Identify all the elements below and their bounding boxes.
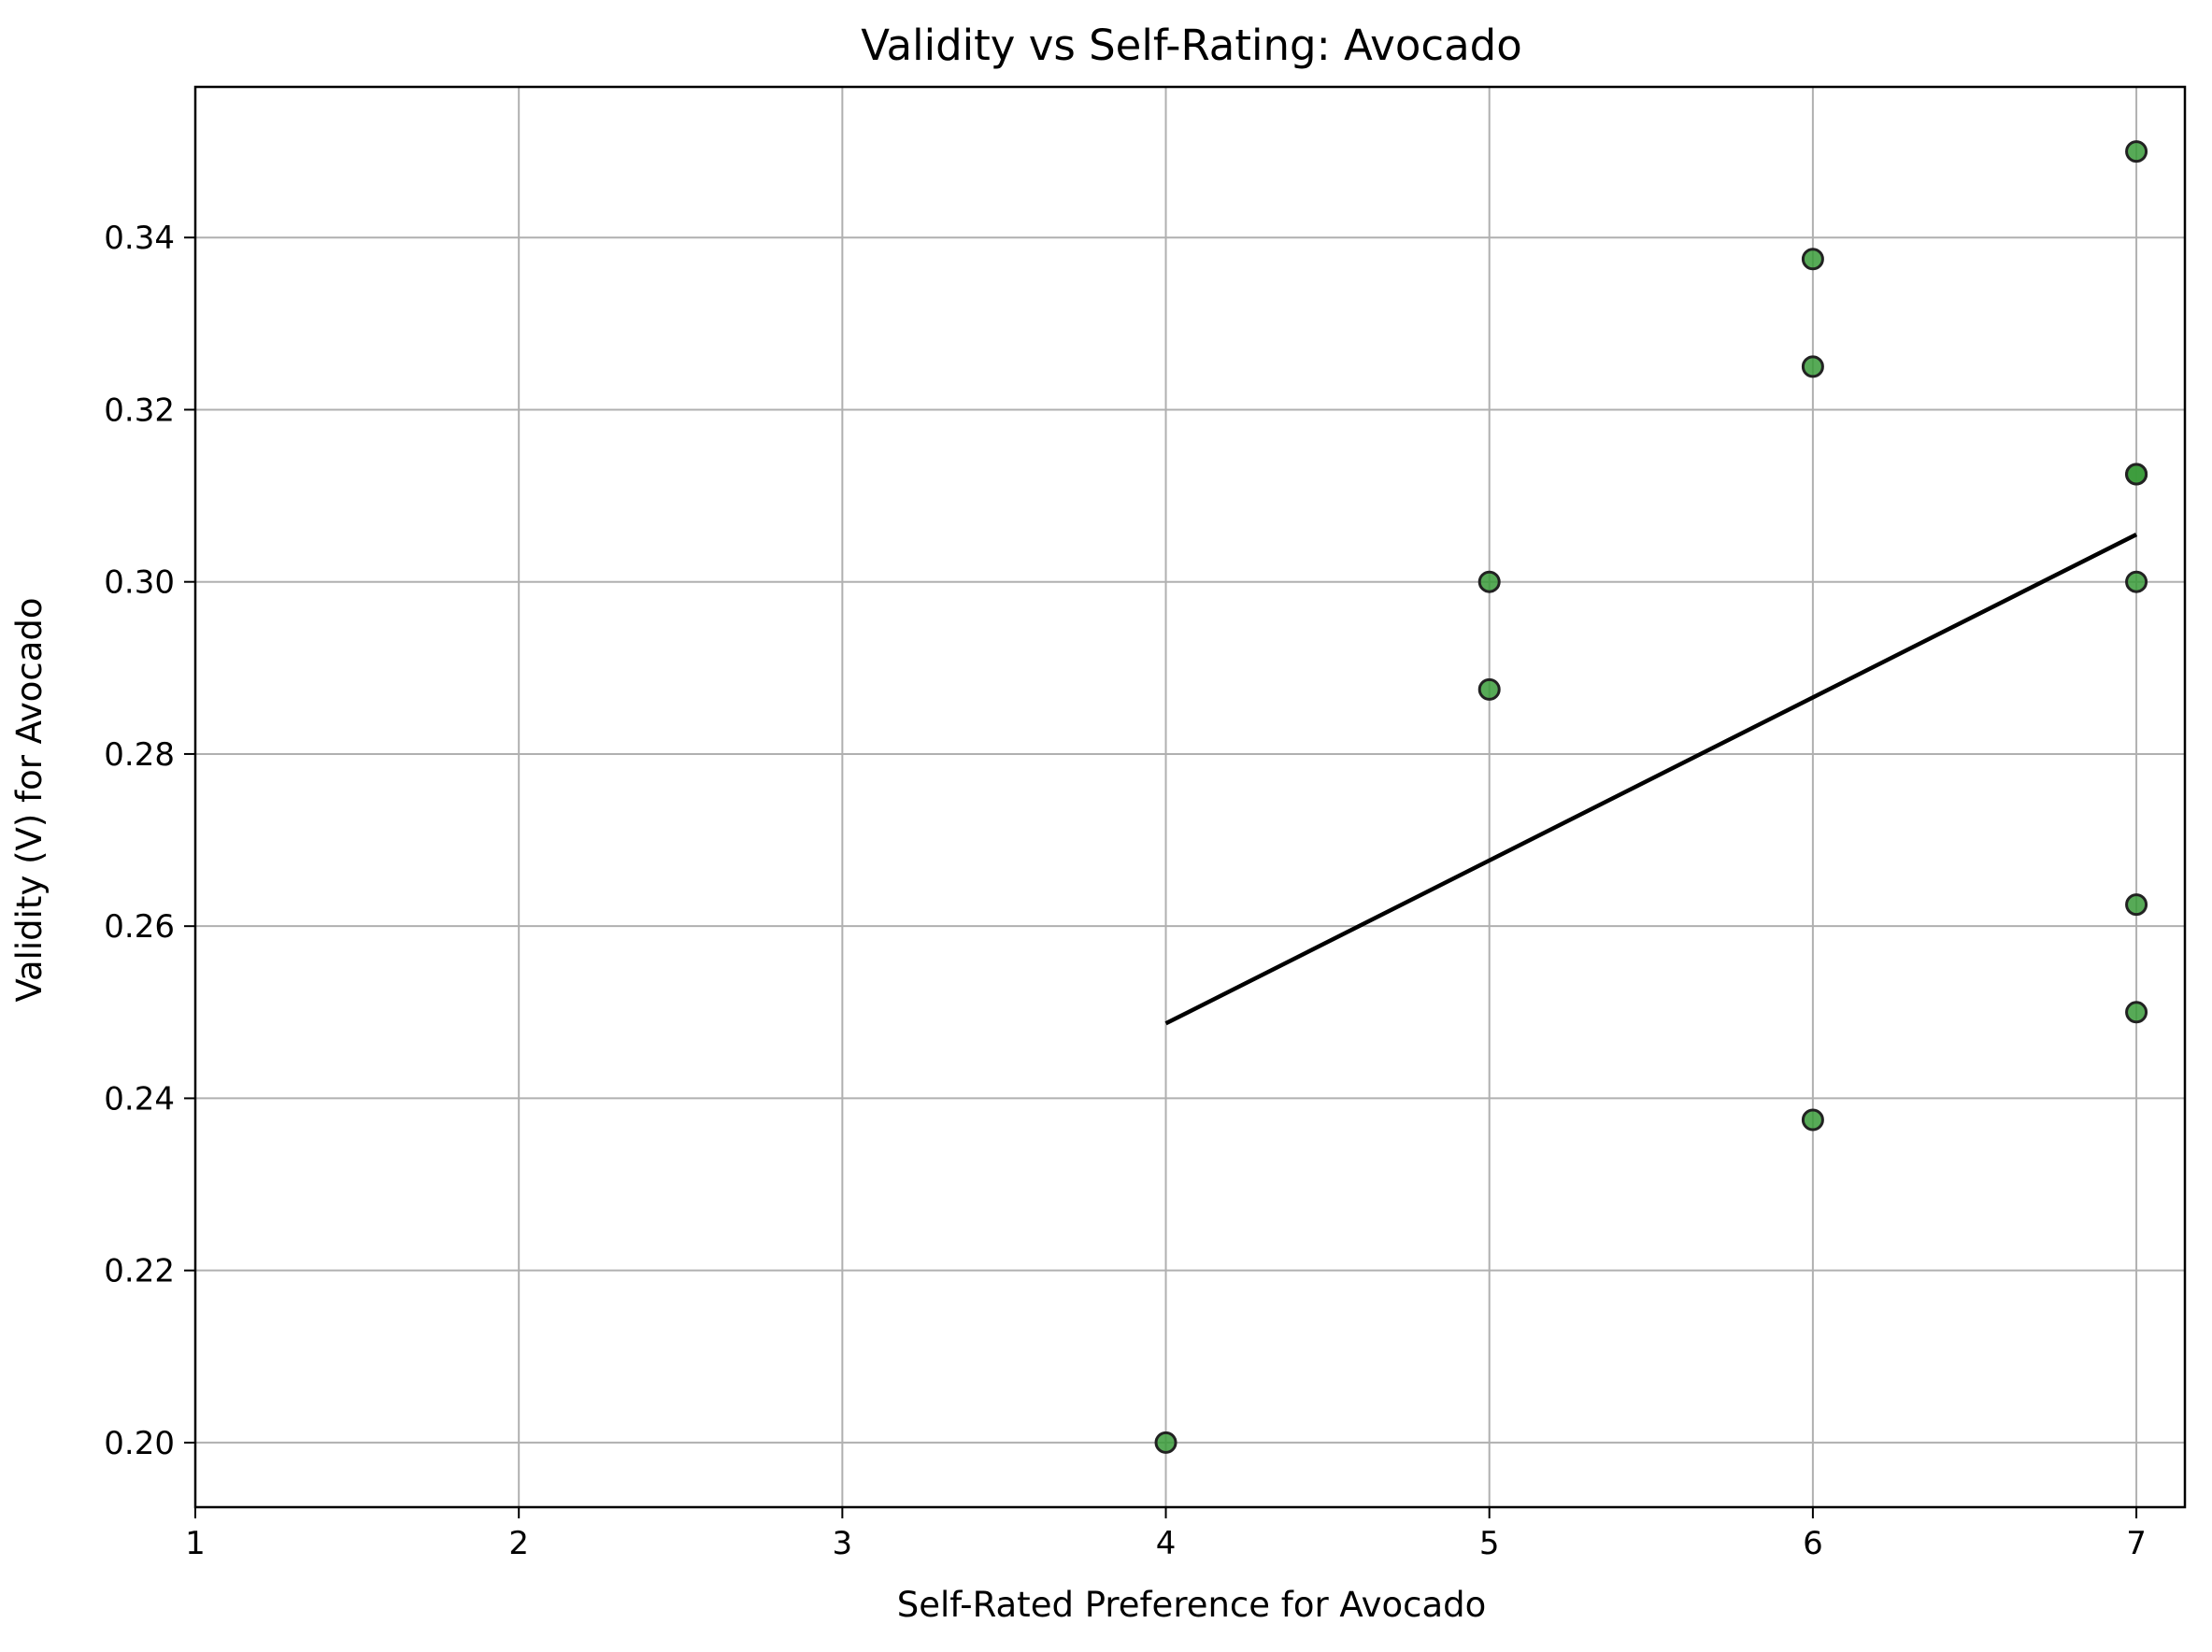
data-point — [2125, 570, 2148, 593]
data-point — [2125, 140, 2148, 164]
y-tick-label: 0.22 — [104, 1253, 175, 1290]
data-point — [1801, 355, 1824, 378]
data-point — [2125, 463, 2148, 486]
grid-lines — [194, 87, 2185, 1507]
data-point — [1477, 677, 1501, 701]
y-tick-label: 0.32 — [104, 392, 175, 429]
data-point — [2125, 893, 2148, 917]
data-points — [1154, 140, 2148, 1454]
x-tick-label: 4 — [1156, 1525, 1177, 1562]
y-tick-label: 0.26 — [104, 908, 175, 946]
x-tick-label: 6 — [1803, 1525, 1823, 1562]
y-axis-label: Validity (V) for Avocado — [9, 598, 50, 1003]
x-tick-label: 3 — [833, 1525, 853, 1562]
plot-frame — [193, 85, 2187, 1509]
x-axis-label: Self-Rated Preference for Avocado — [897, 1585, 1487, 1625]
x-tick-label: 7 — [2126, 1525, 2147, 1562]
y-axis-ticks: 0.20 0.22 0.24 0.26 0.28 0.30 0.32 0.34 — [104, 220, 195, 1462]
trendline — [1164, 533, 2138, 1026]
x-axis-ticks: 1 2 3 4 5 6 7 — [185, 1507, 2147, 1562]
y-tick-label: 0.20 — [104, 1425, 175, 1462]
x-tick-label: 2 — [508, 1525, 529, 1562]
trendline-group — [1164, 533, 2138, 1026]
data-point — [1801, 1108, 1824, 1132]
data-point — [1801, 248, 1824, 271]
y-tick-label: 0.28 — [104, 736, 175, 774]
chart-title: Validity vs Self-Rating: Avocado — [861, 21, 1522, 70]
y-tick-label: 0.34 — [104, 220, 175, 257]
x-tick-label: 1 — [185, 1525, 206, 1562]
y-tick-label: 0.24 — [104, 1080, 175, 1118]
data-point — [1154, 1431, 1177, 1454]
y-tick-label: 0.30 — [104, 564, 175, 602]
data-point — [1477, 570, 1501, 593]
x-tick-label: 5 — [1479, 1525, 1500, 1562]
data-point — [2125, 1001, 2148, 1024]
